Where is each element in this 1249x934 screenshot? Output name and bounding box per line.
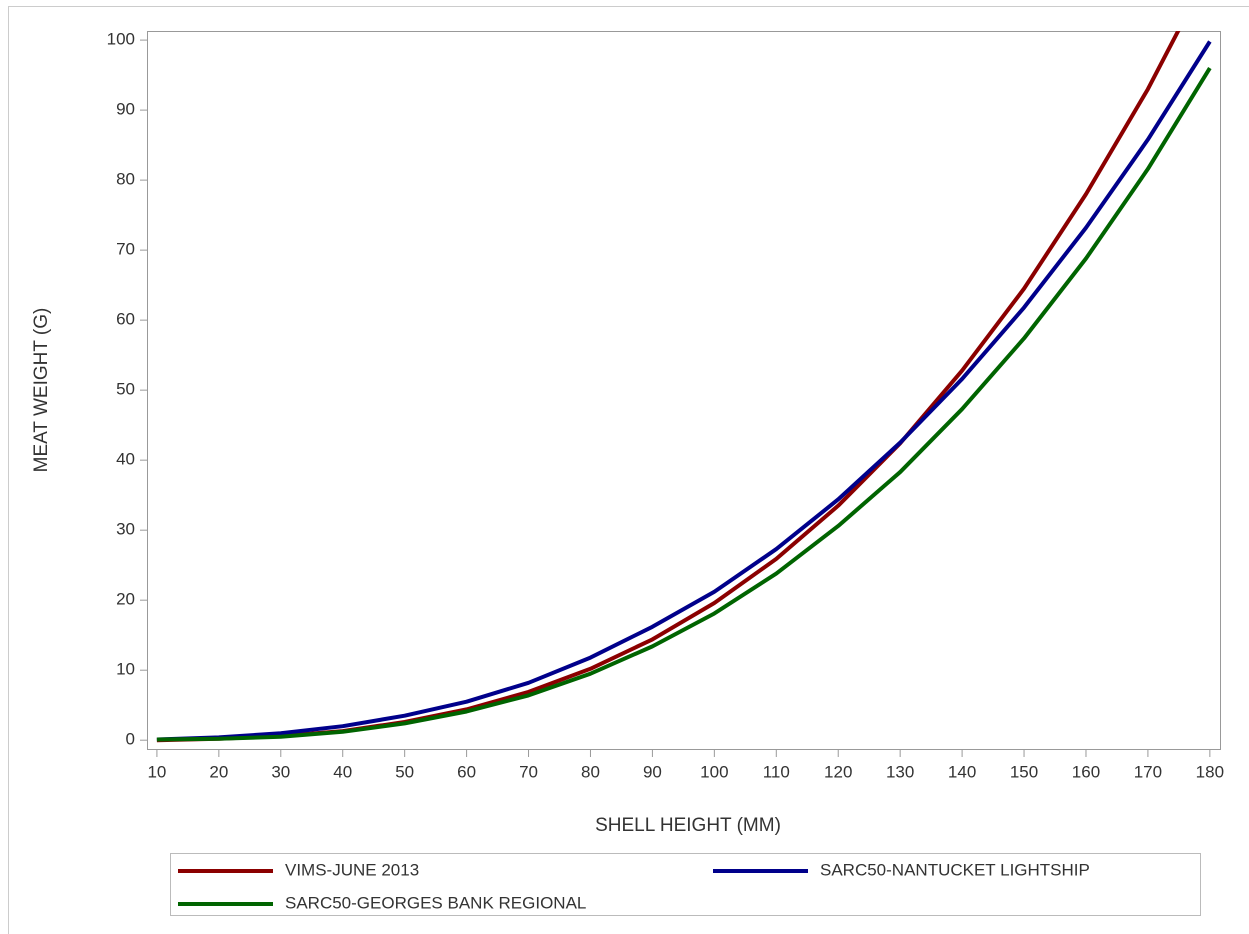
y-tick-label: 0 [126,730,135,749]
legend-label: SARC50-NANTUCKET LIGHTSHIP [820,860,1090,879]
series-line [156,67,1212,742]
series-line [156,40,1212,742]
y-tick-label: 100 [107,30,135,49]
y-axis-label: MEAT WEIGHT (G) [31,308,52,473]
x-tick-label: 70 [519,762,538,781]
x-tick-label: 160 [1072,762,1100,781]
x-tick-label: 110 [763,762,790,781]
y-tick-label: 30 [116,520,135,539]
frame [8,6,1249,934]
x-tick-label: 60 [457,762,476,781]
legend-label: VIMS-JUNE 2013 [285,860,419,879]
x-tick-label: 90 [643,762,662,781]
y-tick-label: 90 [116,100,135,119]
y-tick-label: 60 [116,310,135,329]
legend [170,853,1201,916]
x-tick-label: 100 [700,762,728,781]
x-tick-label: 40 [333,762,352,781]
x-tick-label: 120 [824,762,852,781]
x-axis-label: SHELL HEIGHT (MM) [595,815,781,836]
lines [156,31,1212,743]
x-tick-label: 50 [395,762,414,781]
x-tick-label: 30 [271,762,290,781]
y-tick-label: 80 [116,170,135,189]
y-tick-label: 20 [116,590,135,609]
x-tick-label: 150 [1010,762,1038,781]
y-tick-label: 50 [116,380,135,399]
legend-label: SARC50-GEORGES BANK REGIONAL [285,893,586,912]
x-tick-label: 140 [948,762,976,781]
plot-area [147,31,1221,750]
y-tick-label: 10 [116,660,135,679]
x-tick-label: 170 [1134,762,1162,781]
x-tick-label: 80 [581,762,600,781]
y-tick-label: 70 [116,240,135,259]
y-tick-label: 40 [116,450,135,469]
x-tick-label: 130 [886,762,914,781]
x-tick-label: 180 [1196,762,1224,781]
x-tick-label: 10 [147,762,166,781]
x-tick-label: 20 [209,762,228,781]
